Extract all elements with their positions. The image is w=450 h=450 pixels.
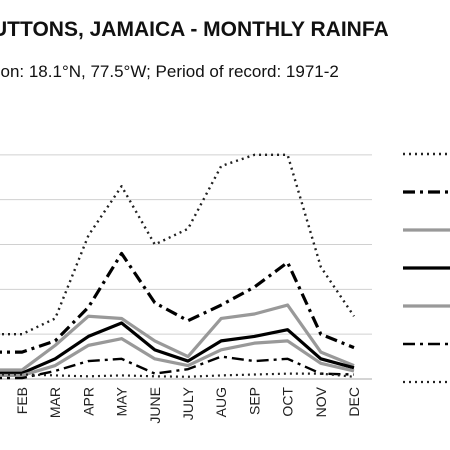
chart-subtitle: tion: 18.1°N, 77.5°W; Period of record: … [0,62,339,81]
series-line [0,251,355,354]
x-tick-label: JUNE [147,387,163,424]
x-tick-label: MAR [47,387,63,418]
x-tick-label: NOV [313,386,329,417]
x-tick-label: MAY [114,386,130,416]
x-tick-label: APR [80,387,96,416]
x-tick-label: JULY [180,386,196,420]
legend [403,152,450,384]
series-line [0,153,355,336]
x-tick-label: OCT [280,387,296,417]
x-tick-labels: FEB MAR APR MAY JUNE JULY AUG SEP OCT NOV DEC [14,386,362,423]
series-line [0,355,355,380]
series-line [0,372,355,378]
grid-lines [0,154,372,335]
series-line [0,321,355,375]
x-tick-label: AUG [213,387,229,417]
chart-title: UTTONS, JAMAICA - MONTHLY RAINFA [0,18,389,41]
x-tick-label: FEB [14,387,30,414]
x-tick-label: SEP [246,387,262,415]
series-line [0,303,355,372]
x-tick-label: DEC [346,387,362,417]
series-line [0,337,355,378]
series-lines [0,153,355,380]
